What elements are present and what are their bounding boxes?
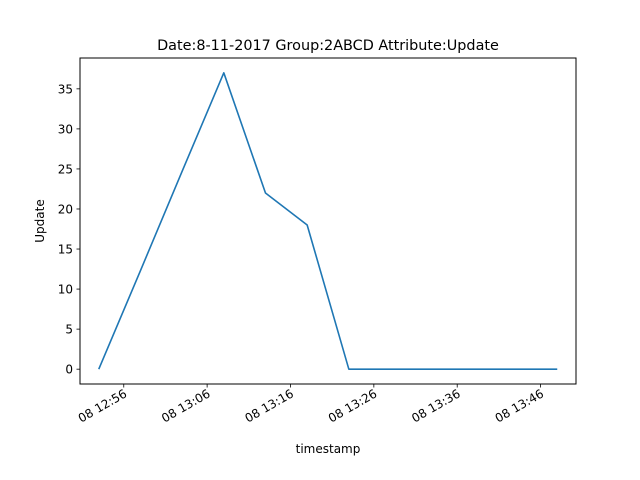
y-axis-label: Update [33,199,47,242]
plot-frame [79,57,577,385]
y-tick-label: 20 [58,202,73,216]
series-line [98,72,558,370]
y-tick-label: 0 [65,363,73,377]
y-tick-label: 35 [58,82,73,96]
y-tick-label: 5 [65,323,73,337]
y-tick-label: 30 [58,122,73,136]
y-tick-label: 25 [58,162,73,176]
chart-title: Date:8-11-2017 Group:2ABCD Attribute:Upd… [157,38,499,54]
series-layer [98,72,558,370]
y-tick-label: 15 [58,243,73,257]
y-tick-label: 10 [58,283,73,297]
x-axis-label: timestamp [296,442,361,456]
y-axis: 0 5 10 15 20 25 30 35 [58,82,80,377]
